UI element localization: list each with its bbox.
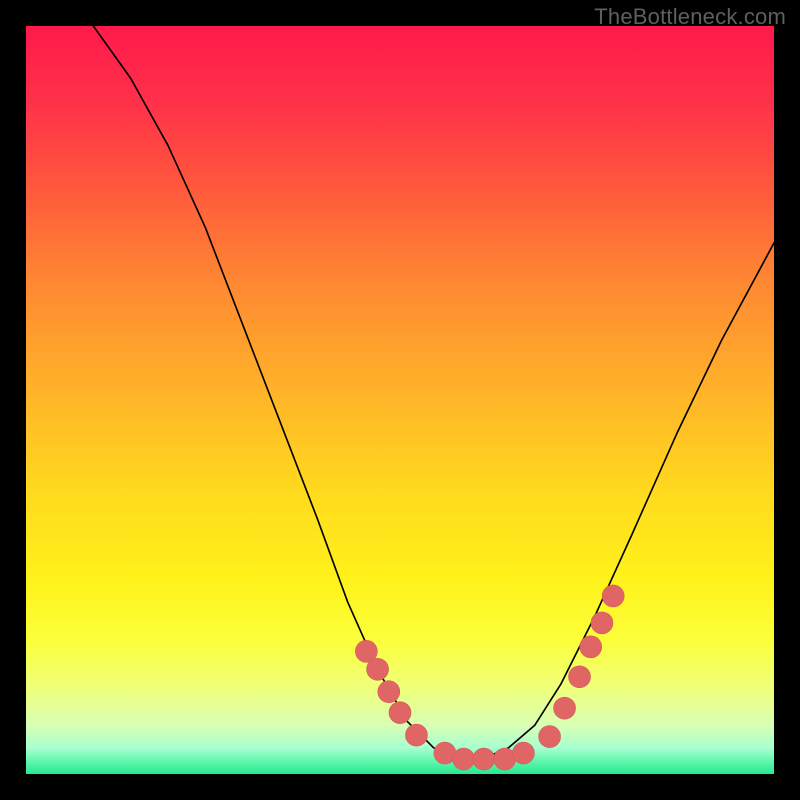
data-marker — [453, 748, 475, 770]
data-marker — [473, 748, 495, 770]
bottleneck-curve-chart — [26, 26, 774, 774]
data-marker — [580, 636, 602, 658]
chart-frame: TheBottleneck.com — [0, 0, 800, 800]
plot-area — [26, 26, 774, 774]
data-marker — [367, 658, 389, 680]
data-marker — [389, 702, 411, 724]
data-marker — [405, 724, 427, 746]
data-marker — [569, 666, 591, 688]
data-marker — [378, 681, 400, 703]
gradient-background — [26, 26, 774, 774]
data-marker — [539, 726, 561, 748]
data-marker — [602, 585, 624, 607]
data-marker — [591, 612, 613, 634]
data-marker — [512, 742, 534, 764]
data-marker — [554, 697, 576, 719]
watermark-text: TheBottleneck.com — [594, 4, 786, 30]
